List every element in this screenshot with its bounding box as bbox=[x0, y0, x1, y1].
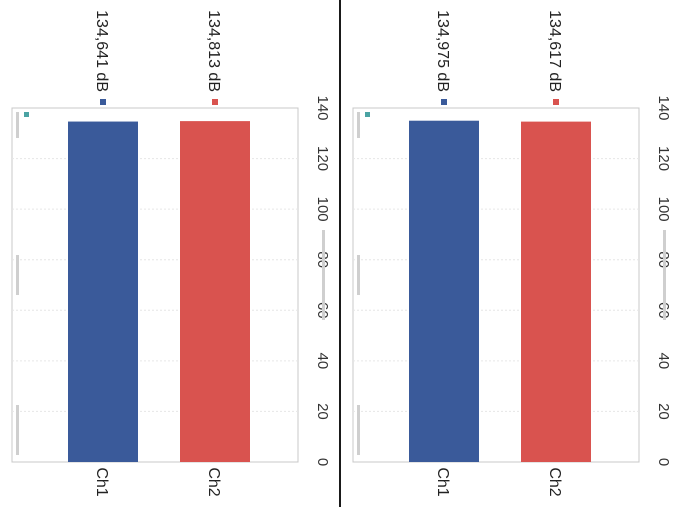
faint-annotation-mark bbox=[16, 112, 19, 138]
series-marker bbox=[553, 99, 559, 105]
value-tick-label: 140 bbox=[655, 95, 672, 120]
category-label: Ch1 bbox=[434, 467, 451, 496]
data-label: 134,617 dB bbox=[546, 10, 563, 92]
value-tick-label: 0 bbox=[655, 458, 672, 466]
faint-annotation-mark bbox=[16, 255, 19, 295]
category-label: Ch1 bbox=[93, 467, 110, 496]
panel-divider bbox=[339, 0, 341, 507]
category-label: Ch2 bbox=[546, 467, 563, 496]
bar-ch2 bbox=[180, 121, 250, 463]
value-tick-label: 20 bbox=[314, 403, 331, 420]
series-marker bbox=[100, 99, 106, 105]
value-tick-label: 40 bbox=[314, 353, 331, 370]
bar-ch2 bbox=[521, 121, 591, 462]
plot-area bbox=[352, 107, 640, 463]
value-tick-label: 100 bbox=[314, 197, 331, 222]
value-tick-label: 100 bbox=[655, 197, 672, 222]
category-label: Ch2 bbox=[205, 467, 222, 496]
value-tick-label: 120 bbox=[314, 146, 331, 171]
data-label: 134,641 dB bbox=[93, 10, 110, 92]
faint-annotation-mark bbox=[16, 405, 19, 455]
faint-annotation-mark bbox=[357, 405, 360, 455]
faint-axis-title-mark bbox=[663, 230, 666, 320]
value-tick-label: 120 bbox=[655, 146, 672, 171]
data-label: 134,813 dB bbox=[205, 10, 222, 92]
value-tick-label: 40 bbox=[655, 353, 672, 370]
plot-area bbox=[11, 107, 299, 463]
bar-ch1 bbox=[409, 120, 479, 463]
value-tick-label: 140 bbox=[314, 95, 331, 120]
value-tick-label: 0 bbox=[314, 458, 331, 466]
value-tick-label: 20 bbox=[655, 403, 672, 420]
faint-icon-mark bbox=[365, 112, 370, 117]
faint-annotation-mark bbox=[357, 112, 360, 138]
series-marker bbox=[212, 99, 218, 105]
faint-axis-title-mark bbox=[322, 230, 325, 320]
faint-annotation-mark bbox=[357, 255, 360, 295]
series-marker bbox=[441, 99, 447, 105]
bar-ch1 bbox=[68, 121, 138, 463]
faint-icon-mark bbox=[24, 112, 29, 117]
data-label: 134,975 dB bbox=[434, 10, 451, 92]
